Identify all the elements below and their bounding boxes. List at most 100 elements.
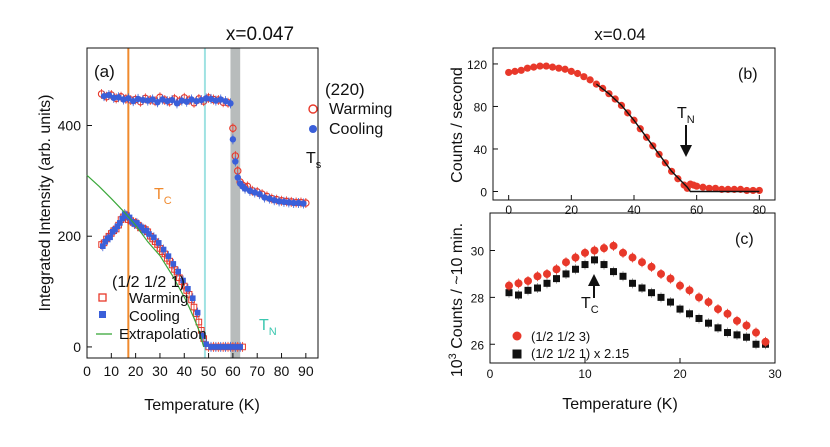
panel-a-xtick-label: 20 [128, 363, 144, 379]
panel-c-series2-point [667, 298, 674, 306]
panel-b-point [555, 64, 563, 72]
panel-c-series2-point [724, 329, 731, 337]
panel-b-point [561, 65, 569, 73]
panel-a-point-3 [112, 226, 118, 233]
panel-a-xtick-label: 10 [104, 363, 120, 379]
panel-b-point [705, 184, 713, 192]
panel-c-series2-point [534, 284, 541, 292]
panel-a-point-1 [198, 96, 205, 104]
panel-b-point [574, 69, 582, 78]
panel-a-title: x=0.047 [226, 24, 294, 45]
panel-a-point-1 [178, 97, 186, 104]
panel-a-point-1 [115, 94, 122, 101]
panel-a-point-3 [134, 220, 140, 226]
panel-b-point [567, 67, 575, 75]
panel-a-point-1 [275, 198, 283, 205]
panel-b-ytick-label: 0 [480, 185, 487, 199]
panel-a-point-1 [188, 96, 195, 103]
panel-b-frame [492, 47, 776, 201]
panel-b-point [517, 66, 525, 74]
panel-c-series1-point [533, 272, 542, 281]
panel-c-xtick-label: 0 [487, 367, 494, 381]
ts-label-a: Ts [306, 150, 322, 171]
panel-c-series1-point [666, 274, 675, 283]
panel-b-point [542, 62, 550, 70]
panel-a-point-3 [180, 277, 186, 284]
panel-a-point-3 [151, 234, 157, 241]
panel-c-xlabel: Temperature (K) [562, 396, 678, 413]
legend-half-warming-label: Warming [129, 290, 188, 307]
panel-a-point-1 [300, 200, 307, 207]
panel-c-series1-point [752, 328, 760, 337]
panel-c-series1-point [524, 276, 532, 285]
panel-a-point-3 [170, 261, 177, 267]
panel-c-series2-point [705, 319, 712, 327]
panel-a-point-1 [154, 99, 161, 106]
panel-a-point-3 [117, 220, 123, 226]
legend-220-warming-label: Warming [329, 101, 392, 118]
extrapolation-line [86, 174, 205, 348]
panel-b-ytick-label: 40 [474, 143, 488, 157]
panel-a-point-1 [105, 91, 113, 99]
panel-c-ytick-label: 28 [471, 291, 485, 305]
panel-a-point-3 [213, 344, 219, 350]
panel-a-point-1 [164, 97, 171, 105]
panel-c-series1-point [543, 269, 551, 278]
panel-c-series1-point [704, 298, 713, 307]
panel-a-point-1 [217, 96, 224, 103]
panel-a-ytick-label: 400 [58, 118, 82, 134]
panel-c-series2-point [695, 314, 703, 322]
panel-b-point [749, 186, 757, 195]
legend-c-series2-marker [512, 349, 522, 359]
panel-a-point-3 [138, 224, 145, 231]
panel-b-point [674, 175, 682, 183]
panel-b-point [699, 183, 707, 191]
panel-c-xtick-label: 10 [578, 367, 592, 381]
panel-c-frame [489, 212, 776, 364]
panel-a-point-1 [256, 190, 263, 198]
panel-c-series1-point [571, 253, 580, 262]
panel-c-series1-point [695, 293, 703, 302]
panel-a-point-1 [193, 97, 200, 105]
panel-a-point-1 [251, 189, 258, 196]
panel-c: 0 10 20 30 26 28 30 (c) Temperature (K) 103 Co… [447, 212, 782, 413]
legend-c-series2-label: (1/2 1/2 1) x 2.15 [531, 346, 629, 361]
panel-c-series2-point [524, 286, 532, 294]
panel-a-xtick-label: 0 [83, 363, 91, 379]
panel-a-point-3 [100, 243, 106, 249]
tc-label-c: TC [581, 295, 599, 316]
panel-c-series1-point [590, 246, 599, 255]
panel-c-series1-point [657, 269, 665, 278]
panel-c-series2-point [515, 291, 522, 299]
panel-c-series1-point [676, 281, 684, 290]
panel-a-point-1 [241, 185, 249, 192]
panel-b-point [511, 67, 519, 75]
panel-a-point-1 [144, 97, 151, 104]
panel-a-xtick-label: 70 [249, 363, 265, 379]
panel-b-point [711, 184, 720, 192]
panel-a-point-1 [234, 174, 241, 181]
panel-c-series2-point [562, 270, 570, 278]
panel-b-point [505, 68, 513, 77]
panel-a-point-1 [212, 97, 220, 104]
legend-c-series1-label: (1/2 1/2 3) [531, 329, 590, 344]
panel-c-series2-point [657, 293, 665, 301]
panel-c-series2-point [714, 324, 722, 332]
panel-a-frame [86, 47, 319, 359]
panel-b-point [755, 186, 763, 195]
panel-c-series1-point [685, 286, 694, 295]
panel-c-series1-point [514, 279, 523, 288]
panel-b-point [548, 63, 557, 71]
panel-b-point [536, 62, 544, 70]
panel-b-point [743, 186, 751, 195]
panel-c-series1-point [723, 309, 732, 318]
legend-half-cooling-label: Cooling [129, 308, 180, 325]
tn-label-b: TN [677, 105, 695, 126]
panel-a-point-3 [165, 253, 172, 259]
panel-c-series2-point [686, 310, 693, 318]
panel-a-point-1 [134, 95, 142, 103]
panel-c-series2-point [743, 333, 750, 341]
panel-a-point-1 [120, 96, 127, 103]
tc-label-a: TC [154, 186, 172, 207]
panel-c-series2-point [733, 331, 741, 339]
